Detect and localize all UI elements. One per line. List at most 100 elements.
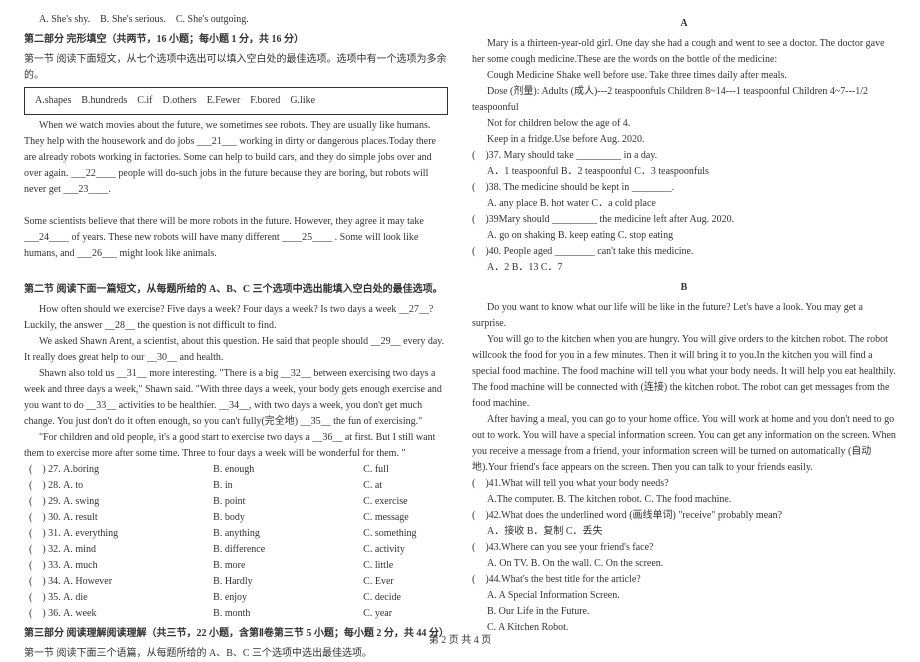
opt-a: A. everything — [63, 526, 213, 542]
question-row: ( ) 35. A. dieB. enjoyC. decide — [29, 590, 448, 606]
opt-b: B. She's serious. — [100, 14, 166, 25]
opt-a: A. week — [63, 606, 213, 622]
section2-title: 第二节 阅读下面一篇短文，从每题所给的 A、B、C 三个选项中选出能填入空白处的… — [24, 282, 448, 298]
part2-title: 第二部分 完形填空（共两节，16 小题；每小题 1 分，共 16 分） — [24, 32, 448, 48]
question-block: ( ) 27. A.boringB. enoughC. full( ) 28. … — [24, 462, 448, 622]
q37-text: )37. Mary should take _________ in a day… — [485, 150, 657, 161]
q40: ( )40. People aged ________ can't take t… — [472, 244, 896, 260]
passage2d: "For children and old people, it's a goo… — [24, 430, 448, 462]
q41-text: )41.What will tell you what your body ne… — [485, 478, 668, 489]
question-row: ( ) 34. A. HoweverB. HardlyC. Ever — [29, 574, 448, 590]
section3a-title: 第一节 阅读下面三个语篇，从每题所给的 A、B、C 三个选项中选出最佳选项。 — [24, 646, 448, 662]
q44: ( )44.What's the best title for the arti… — [472, 572, 896, 588]
q41-opts: A.The computer. B. The kitchen robot. C.… — [487, 492, 896, 508]
q43-text: )43.Where can you see your friend's face… — [485, 542, 653, 553]
opt-c: C. Ever — [363, 574, 394, 590]
q44b: B. Our Life in the Future. — [487, 604, 896, 620]
opt-a: A. She's shy. — [39, 14, 90, 25]
q42-opts: A．接收 B．复制 C．丢失 — [487, 524, 896, 540]
med-line3: Not for children below the age of 4. — [472, 116, 896, 132]
opt-a: A. to — [63, 478, 213, 494]
question-row: ( ) 31. A. everythingB. anythingC. somet… — [29, 526, 448, 542]
q38-opts: A. any place B. hot water C．a cold place — [487, 196, 896, 212]
q40-text: )40. People aged ________ can't take thi… — [485, 246, 693, 257]
question-row: ( ) 36. A. weekB. monthC. year — [29, 606, 448, 622]
b-heading: B — [472, 280, 896, 296]
right-column: A Mary is a thirteen-year-old girl. One … — [472, 12, 896, 638]
box-opt: B.hundreds — [81, 93, 135, 109]
opt-b: B. Hardly — [213, 574, 363, 590]
opt-a: A. much — [63, 558, 213, 574]
left-column: A. She's shy. B. She's serious. C. She's… — [24, 12, 448, 638]
a-paragraph: Mary is a thirteen-year-old girl. One da… — [472, 36, 896, 68]
box-opt: F.bored — [250, 93, 288, 109]
box-opt: D.others — [163, 93, 205, 109]
opt-b: B. enjoy — [213, 590, 363, 606]
opt-c: C. activity — [363, 542, 405, 558]
q40-opts: A．2 B．13 C．7 — [487, 260, 896, 276]
opt-c: C. something — [363, 526, 416, 542]
question-row: ( ) 28. A. toB. inC. at — [29, 478, 448, 494]
q38: ( )38. The medicine should be kept in __… — [472, 180, 896, 196]
med-line4: Keep in a fridge.Use before Aug. 2020. — [472, 132, 896, 148]
passage2b: We asked Shawn Arent, a scientist, about… — [24, 334, 448, 366]
question-row: ( ) 33. A. muchB. moreC. little — [29, 558, 448, 574]
opt-c: C. decide — [363, 590, 401, 606]
q37: ( )37. Mary should take _________ in a d… — [472, 148, 896, 164]
opt-b: B. point — [213, 494, 363, 510]
opt-c: C. She's outgoing. — [176, 14, 249, 25]
a-heading: A — [472, 16, 896, 32]
opt-a: A. die — [63, 590, 213, 606]
q39-text: )39Mary should _________ the medicine le… — [485, 214, 734, 225]
opt-a: A. swing — [63, 494, 213, 510]
opt-b: B. anything — [213, 526, 363, 542]
opt-b: B. enough — [213, 462, 363, 478]
med-line2: Dose (剂量): Adults (成人)---2 teaspoonfuls … — [472, 84, 896, 116]
options-table: A.shapes B.hundreds C.if D.others E.Fewe… — [33, 91, 325, 111]
opt-a: A. However — [63, 574, 213, 590]
passage2a: How often should we exercise? Five days … — [24, 302, 448, 334]
opt-b: B. in — [213, 478, 363, 494]
box-opt: E.Fewer — [207, 93, 249, 109]
opt-c: C. message — [363, 510, 409, 526]
q44a: A. A Special Information Screen. — [487, 588, 896, 604]
opt-b: B. difference — [213, 542, 363, 558]
q42-text: )42.What does the underlined word (画线单词)… — [485, 510, 782, 521]
q43: ( )43.Where can you see your friend's fa… — [472, 540, 896, 556]
med-line1: Cough Medicine Shake well before use. Ta… — [472, 68, 896, 84]
top-options-row: A. She's shy. B. She's serious. C. She's… — [39, 12, 448, 28]
section1-title: 第一节 阅读下面短文，从七个选项中选出可以填入空白处的最佳选项。选项中有一个选项… — [24, 52, 448, 84]
box-opt: A.shapes — [35, 93, 79, 109]
question-row: ( ) 29. A. swingB. pointC. exercise — [29, 494, 448, 510]
question-row: ( ) 30. A. resultB. bodyC. message — [29, 510, 448, 526]
passage1a: When we watch movies about the future, w… — [24, 118, 448, 198]
b-p1: Do you want to know what our life will b… — [472, 300, 896, 332]
q37-opts: A．1 teaspoonful B．2 teaspoonful C．3 teas… — [487, 164, 896, 180]
opt-a: A. mind — [63, 542, 213, 558]
opt-b: B. month — [213, 606, 363, 622]
q43-opts: A. On TV. B. On the wall. C. On the scre… — [487, 556, 896, 572]
box-opt: C.if — [137, 93, 160, 109]
opt-c: C. full — [363, 462, 389, 478]
q42: ( )42.What does the underlined word (画线单… — [472, 508, 896, 524]
q41: ( )41.What will tell you what your body … — [472, 476, 896, 492]
question-row: ( ) 32. A. mindB. differenceC. activity — [29, 542, 448, 558]
opt-a: A. result — [63, 510, 213, 526]
opt-c: C. exercise — [363, 494, 407, 510]
opt-c: C. at — [363, 478, 382, 494]
passage2c: Shawn also told us __31__ more interesti… — [24, 366, 448, 430]
opt-c: C. little — [363, 558, 393, 574]
opt-b: B. more — [213, 558, 363, 574]
passage1b: Some scientists believe that there will … — [24, 214, 448, 262]
opt-b: B. body — [213, 510, 363, 526]
page-footer: 第 2 页 共 4 页 — [0, 631, 920, 646]
question-row: ( ) 27. A.boringB. enoughC. full — [29, 462, 448, 478]
q38-text: )38. The medicine should be kept in ____… — [485, 182, 674, 193]
q39: ( )39Mary should _________ the medicine … — [472, 212, 896, 228]
q39-opts: A. go on shaking B. keep eating C. stop … — [487, 228, 896, 244]
b-p2: You will go to the kitchen when you are … — [472, 332, 896, 412]
box-opt: G.like — [290, 93, 323, 109]
b-p3: After having a meal, you can go to your … — [472, 412, 896, 476]
opt-c: C. year — [363, 606, 392, 622]
opt-a: A.boring — [63, 462, 213, 478]
